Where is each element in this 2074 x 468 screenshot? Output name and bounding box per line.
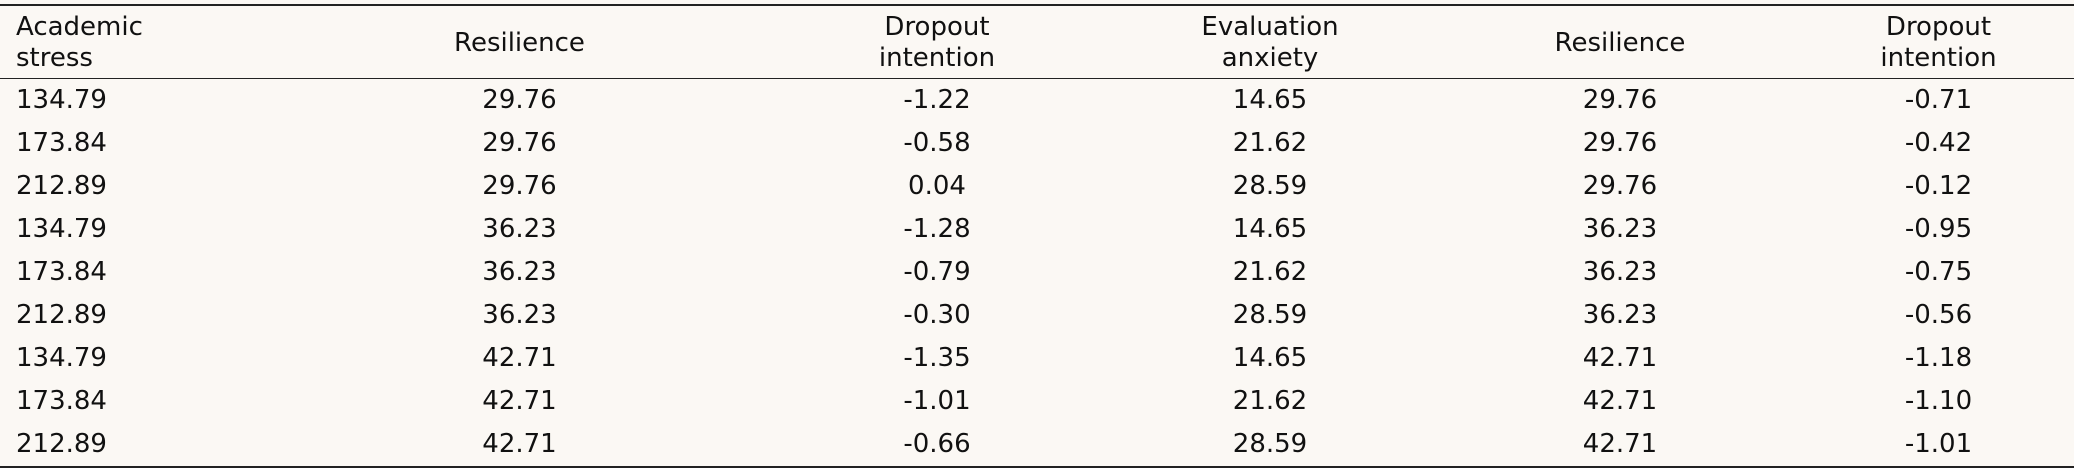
table-row: 173.84 29.76 -0.58 21.62 29.76 -0.42 — [0, 122, 2074, 165]
table-cell: 29.76 — [1582, 171, 1658, 201]
table-row: 212.89 36.23 -0.30 28.59 36.23 -0.56 — [0, 294, 2074, 337]
table-cell: -0.58 — [903, 128, 971, 158]
table-cell: 42.71 — [1582, 343, 1658, 373]
table-cell: -0.42 — [1904, 128, 1973, 158]
table-cell: -0.71 — [1904, 85, 1973, 115]
table-cell: 134.79 — [16, 214, 107, 244]
table-row: 173.84 36.23 -0.79 21.62 36.23 -0.75 — [0, 251, 2074, 294]
table-cell: 212.89 — [16, 300, 107, 330]
table-cell: 14.65 — [1232, 85, 1308, 115]
table-cell: 42.71 — [1582, 386, 1658, 416]
table-row: 134.79 42.71 -1.35 14.65 42.71 -1.18 — [0, 337, 2074, 380]
table-cell: 173.84 — [16, 386, 107, 416]
table-cell: 29.76 — [482, 85, 557, 115]
data-table: Academic stress Resilience Dropout intention… — [0, 4, 2074, 468]
table-cell: 21.62 — [1232, 386, 1308, 416]
header-dropout-intention-2: Dropout intention — [1880, 12, 1997, 73]
table-row: 173.84 42.71 -1.01 21.62 42.71 -1.10 — [0, 380, 2074, 423]
table-cell: 21.62 — [1232, 257, 1308, 287]
header-dropout-intention-1: Dropout intention — [878, 12, 996, 73]
data-table-container: Academic stress Resilience Dropout intention… — [0, 4, 2074, 468]
table-cell: -1.18 — [1904, 343, 1973, 373]
table-cell: -1.35 — [903, 343, 971, 373]
table-cell: 36.23 — [1582, 214, 1658, 244]
table-cell: -0.12 — [1904, 171, 1973, 201]
table-cell: 212.89 — [16, 429, 107, 459]
table-row: 212.89 29.76 0.04 28.59 29.76 -0.12 — [0, 165, 2074, 208]
header-academic-stress: Academic stress — [16, 12, 143, 73]
table-cell: 42.71 — [482, 429, 557, 459]
table-row: 212.89 42.71 -0.66 28.59 42.71 -1.01 — [0, 423, 2074, 467]
table-cell: 0.04 — [908, 171, 966, 201]
table-row: 134.79 36.23 -1.28 14.65 36.23 -0.95 — [0, 208, 2074, 251]
table-cell: -1.10 — [1904, 386, 1973, 416]
table-cell: 28.59 — [1232, 429, 1308, 459]
table-cell: 212.89 — [16, 171, 107, 201]
table-cell: 28.59 — [1232, 171, 1308, 201]
header-evaluation-anxiety: Evaluation anxiety — [1201, 12, 1339, 73]
table-cell: -0.30 — [903, 300, 971, 330]
table-cell: 36.23 — [1582, 300, 1658, 330]
table-cell: -0.95 — [1904, 214, 1973, 244]
table-cell: -1.28 — [903, 214, 971, 244]
table-cell: 36.23 — [482, 300, 557, 330]
table-cell: 21.62 — [1232, 128, 1308, 158]
table-cell: 29.76 — [482, 171, 557, 201]
table-row: 134.79 29.76 -1.22 14.65 29.76 -0.71 — [0, 79, 2074, 123]
table-cell: -0.79 — [903, 257, 971, 287]
table-cell: 28.59 — [1232, 300, 1308, 330]
table-cell: 29.76 — [482, 128, 557, 158]
table-cell: 29.76 — [1582, 128, 1658, 158]
table-cell: 14.65 — [1232, 214, 1308, 244]
table-cell: 42.71 — [482, 386, 557, 416]
table-cell: 173.84 — [16, 257, 107, 287]
table-cell: 42.71 — [1582, 429, 1658, 459]
table-cell: 173.84 — [16, 128, 107, 158]
table-cell: -1.01 — [903, 386, 971, 416]
table-cell: 134.79 — [16, 85, 107, 115]
table-cell: 29.76 — [1582, 85, 1658, 115]
table-cell: -0.75 — [1904, 257, 1973, 287]
table-cell: -1.22 — [903, 85, 971, 115]
table-cell: 36.23 — [482, 257, 557, 287]
table-cell: -0.66 — [903, 429, 971, 459]
table-cell: 14.65 — [1232, 343, 1308, 373]
header-resilience-1: Resilience — [454, 27, 585, 58]
table-cell: 36.23 — [1582, 257, 1658, 287]
table-cell: -0.56 — [1904, 300, 1973, 330]
table-cell: 42.71 — [482, 343, 557, 373]
table-header-row: Academic stress Resilience Dropout intention… — [0, 5, 2074, 79]
table-cell: 134.79 — [16, 343, 107, 373]
table-body: 134.79 29.76 -1.22 14.65 29.76 -0.71 173.84 29.… — [0, 79, 2074, 467]
table-cell: -1.01 — [1904, 429, 1973, 459]
header-resilience-2: Resilience — [1554, 27, 1686, 58]
table-cell: 36.23 — [482, 214, 557, 244]
